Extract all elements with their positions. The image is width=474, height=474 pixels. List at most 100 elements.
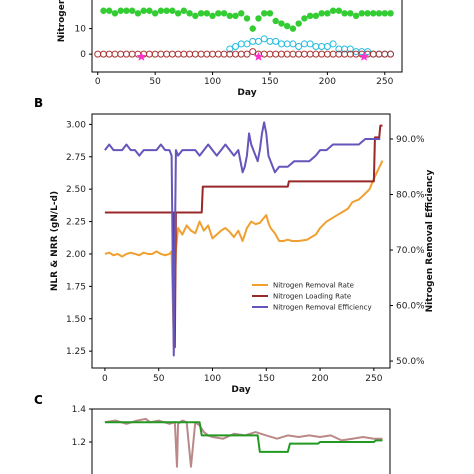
panel-a-point	[117, 50, 125, 58]
panel-b: B 0 50 100 150 200 250 1.25 1.50 1.75 2.00 2.25 2.…	[34, 96, 435, 395]
panel-a-point	[111, 10, 119, 17]
panel-a-point	[203, 10, 211, 17]
panel-a-point	[300, 50, 308, 58]
panel-a-point	[260, 35, 268, 43]
panel-b-y-tick-label: 2.50	[66, 185, 86, 195]
panel-c-y-tick-label: 1.4	[72, 405, 87, 415]
panel-a-x-label: Day	[237, 88, 256, 98]
panel-a-x-ticks: 0 50 100 150 200 250	[95, 72, 394, 87]
panel-a-point	[134, 10, 142, 17]
panel-a-x-tick-label: 50	[149, 77, 161, 87]
panel-a-point	[105, 50, 113, 58]
panel-a-point	[249, 48, 257, 56]
panel-b-y-ticks-left: 1.25 1.50 1.75 2.00 2.25 2.50 2.75 3.00	[66, 120, 92, 357]
panel-b-y2-tick-label: 70.0%	[396, 246, 425, 256]
panel-b-y-tick-label: 2.75	[66, 153, 86, 163]
panel-b-x-tick-label: 0	[102, 374, 108, 384]
panel-a-point	[266, 37, 274, 45]
panel-a-point	[192, 12, 199, 20]
panel-c-frame	[91, 408, 391, 474]
panel-a-point	[249, 25, 256, 32]
panel-a-point	[128, 7, 136, 14]
panel-a-point	[237, 40, 245, 48]
panel-a-point	[295, 20, 302, 27]
panel-a-point	[237, 50, 245, 58]
panel-a-point	[306, 40, 314, 48]
panel-a: 0 50 100 150 200 250 0 10 Day Nitrogen	[57, 0, 403, 98]
panel-a-point	[232, 12, 239, 20]
panel-a-y-ticks: 0 10	[75, 25, 92, 60]
panel-a-point	[306, 50, 314, 58]
panel-a-point	[289, 40, 297, 48]
panel-a-point	[318, 42, 326, 50]
panel-b-lines	[104, 121, 384, 357]
panel-c: C 1.4 1.2	[34, 393, 391, 474]
panel-a-point	[117, 7, 124, 14]
panel-a-point	[381, 50, 389, 58]
panel-a-point	[128, 50, 136, 58]
panel-a-point	[100, 7, 107, 14]
panel-a-point	[186, 50, 194, 58]
panel-a-point	[358, 10, 366, 17]
panel-a-star-marker	[253, 51, 264, 61]
panel-a-point	[312, 42, 320, 50]
panel-a-star-marker	[136, 51, 147, 61]
panel-a-point	[260, 50, 268, 58]
panel-c-series-line	[104, 421, 383, 453]
panel-a-point	[375, 50, 383, 58]
panel-a-point	[387, 50, 395, 58]
panel-b-x-tick-label: 150	[258, 374, 275, 384]
panel-b-y-label-right: Nitrogen Removal Efficiency	[425, 170, 435, 313]
panel-b-y-label-left: NLR & NRR (gN/L-d)	[50, 191, 60, 291]
panel-b-y2-tick-label: 60.0%	[396, 302, 425, 312]
panel-a-point	[283, 40, 291, 48]
panel-a-point	[295, 50, 303, 58]
panel-a-point	[323, 50, 331, 58]
panel-a-point	[226, 45, 234, 53]
panel-a-point	[232, 50, 240, 58]
panel-a-point	[214, 50, 222, 58]
panel-a-point	[145, 50, 153, 58]
panel-a-point	[300, 40, 308, 48]
panel-b-x-tick-label: 250	[365, 374, 382, 384]
panel-b-y-tick-label: 2.25	[66, 218, 86, 228]
panel-a-point	[243, 50, 251, 58]
panel-a-y-label: Nitrogen	[57, 0, 67, 42]
panel-a-point	[209, 12, 216, 20]
panel-a-y-tick-label: 0	[80, 50, 86, 60]
panel-a-point	[203, 50, 211, 58]
panel-a-point	[94, 50, 102, 58]
panel-a-point	[387, 10, 394, 17]
panel-a-point	[289, 25, 297, 32]
panel-a-point	[312, 12, 320, 20]
panel-a-point	[169, 7, 176, 14]
panel-a-point	[272, 37, 280, 45]
panel-a-point	[163, 7, 170, 14]
panel-a-point	[318, 10, 325, 17]
panel-a-point	[174, 50, 182, 58]
panel-a-point	[215, 10, 222, 17]
panel-b-legend: Nitrogen Removal Rate Nitrogen Loading Ra…	[252, 282, 372, 312]
panel-b-x-tick-label: 100	[204, 374, 221, 384]
panel-a-point	[329, 50, 337, 58]
panel-a-point	[174, 10, 182, 17]
panel-a-point	[364, 10, 371, 17]
panel-b-y-tick-label: 3.00	[66, 120, 86, 130]
panel-b-y2-tick-label: 80.0%	[396, 191, 425, 201]
panel-a-point	[197, 10, 205, 17]
panel-a-point	[163, 50, 171, 58]
panel-b-legend-label: Nitrogen Removal Rate	[273, 282, 354, 290]
panel-c-letter: C	[34, 393, 43, 407]
panel-a-point	[220, 50, 228, 58]
panel-a-point	[266, 10, 274, 17]
panel-a-point	[335, 7, 343, 14]
panel-a-x-tick-label: 200	[319, 77, 336, 87]
panel-a-point	[272, 50, 280, 58]
panel-b-frame	[91, 113, 391, 369]
panel-a-point	[220, 10, 228, 17]
panel-c-y-ticks: 1.4 1.2	[72, 405, 92, 448]
panel-a-point	[347, 10, 354, 17]
panel-a-point	[306, 12, 314, 20]
panel-a-point	[370, 10, 377, 17]
panel-a-point	[111, 50, 119, 58]
